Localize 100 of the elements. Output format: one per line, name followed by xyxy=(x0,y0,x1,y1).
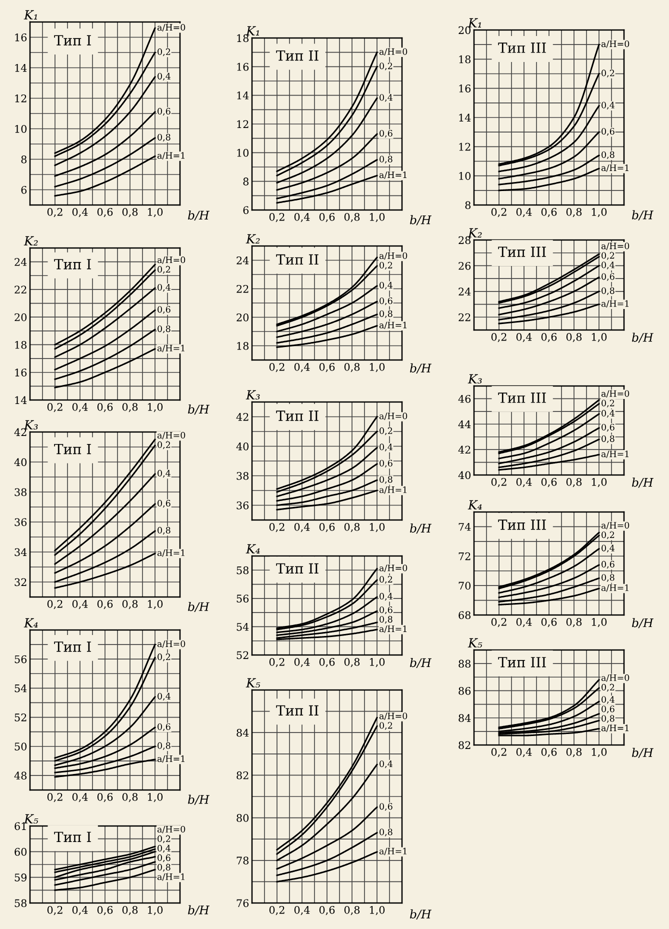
y-tick-label: 8 xyxy=(243,178,249,186)
series-label: 0,6 xyxy=(158,723,170,732)
y-tick-label: 10 xyxy=(237,148,249,157)
x-tick-label: 0,8 xyxy=(122,402,138,412)
series-label: 0,8 xyxy=(602,151,614,160)
series-label: 0,2 xyxy=(602,531,614,540)
y-tick-label: 20 xyxy=(236,313,249,322)
y-tick-label: 80 xyxy=(236,814,249,822)
y-tick-label: 8 xyxy=(21,155,27,164)
chart-title: Тип II xyxy=(276,410,318,421)
series-label: 0,2 xyxy=(602,252,614,260)
x-tick-label: 0,4 xyxy=(516,478,532,488)
text: Тип II xyxy=(276,705,318,716)
y-axis-title: K₅ xyxy=(468,638,482,648)
series-label: 0,6 xyxy=(158,108,170,116)
series-label: a/H=0 xyxy=(379,48,408,56)
y-axis-title: K₄ xyxy=(468,500,482,510)
y-tick-label: 14 xyxy=(459,114,471,122)
y-axis-title: K₅ xyxy=(246,678,260,688)
x-tick-label: 0,8 xyxy=(344,658,360,668)
x-tick-label: 1,0 xyxy=(148,792,163,802)
y-tick-label: 16 xyxy=(237,62,249,71)
y-tick-label: 36 xyxy=(14,518,27,526)
y-tick-label: 42 xyxy=(458,446,470,454)
x-tick-label: 0,2 xyxy=(491,332,506,342)
series-label: 0,6 xyxy=(158,500,170,508)
series-label: 0,2 xyxy=(158,48,170,56)
series-label: 0,8 xyxy=(602,287,614,296)
y-tick-label: 40 xyxy=(458,471,471,480)
series-label: 0,4 xyxy=(380,760,392,768)
x-tick-label: 0,6 xyxy=(97,208,113,218)
chart-title: Тип III xyxy=(498,392,546,403)
y-tick-label: 60 xyxy=(14,848,27,856)
x-tick-label: 0,4 xyxy=(294,522,310,532)
x-tick-label: 0,4 xyxy=(294,362,310,372)
x-tick-label: 0,6 xyxy=(541,332,557,342)
series-label: 0,4 xyxy=(380,94,392,102)
x-tick-label: 1,0 xyxy=(592,332,607,342)
series-label: 0,8 xyxy=(158,134,170,142)
series-label: a/H=0 xyxy=(601,674,630,682)
series-label: a/H=1 xyxy=(379,486,406,494)
series-label: 0,4 xyxy=(380,592,392,601)
x-tick-label: 0,4 xyxy=(516,748,532,758)
series-label: 0,2 xyxy=(380,262,392,270)
y-axis-title: K₃ xyxy=(246,390,260,400)
y-axis-title: K₄ xyxy=(24,618,38,628)
y-tick-label: 44 xyxy=(458,420,471,428)
y-tick-label: 88 xyxy=(458,660,471,668)
x-tick-label: 0,2 xyxy=(47,906,62,916)
x-tick-label: 0,8 xyxy=(122,208,138,218)
y-tick-label: 28 xyxy=(458,236,471,244)
series-label: a/H=1 xyxy=(157,152,184,160)
chart-title: Тип II xyxy=(276,254,318,265)
text: Тип II xyxy=(276,50,318,61)
x-tick-label: 0,6 xyxy=(541,208,557,218)
text: Тип I xyxy=(54,259,91,270)
x-tick-label: 0,2 xyxy=(269,212,284,222)
series-label: 0,6 xyxy=(380,130,392,138)
series-label: 0,6 xyxy=(602,424,614,432)
y-axis-title: K₂ xyxy=(468,228,482,238)
x-tick-label: 0,8 xyxy=(122,600,138,610)
y-tick-label: 54 xyxy=(14,684,27,692)
series-label: 0,2 xyxy=(158,441,170,450)
y-tick-label: 14 xyxy=(237,92,249,100)
y-tick-label: 18 xyxy=(237,342,249,350)
y-tick-label: 24 xyxy=(236,256,249,264)
y-tick-label: 26 xyxy=(458,262,471,270)
x-tick-label: 0,6 xyxy=(541,618,557,628)
y-tick-label: 24 xyxy=(458,288,471,296)
y-tick-label: 68 xyxy=(458,611,471,620)
y-tick-label: 8 xyxy=(465,201,471,210)
x-tick-label: 0,8 xyxy=(566,618,582,628)
x-tick-label: 0,8 xyxy=(566,208,582,218)
series-label: 0,8 xyxy=(602,715,614,723)
y-tick-label: 34 xyxy=(14,548,27,556)
series-label: a/H=0 xyxy=(601,390,630,398)
x-tick-label: 0,2 xyxy=(47,208,62,218)
y-tick-label: 42 xyxy=(236,412,248,421)
series-label: a/H=1 xyxy=(157,549,184,557)
y-tick-label: 10 xyxy=(15,124,27,133)
x-tick-label: 1,0 xyxy=(148,906,163,916)
x-tick-label: 0,4 xyxy=(294,658,310,668)
chart-title: Тип III xyxy=(498,657,546,668)
y-axis-title: K₂ xyxy=(246,234,260,244)
y-tick-label: 70 xyxy=(458,582,471,590)
series-label: 0,6 xyxy=(158,854,170,862)
x-tick-label: 0,6 xyxy=(319,362,335,372)
y-tick-label: 16 xyxy=(459,84,471,92)
series-label: a/H=0 xyxy=(379,412,408,420)
chart-title: Тип II xyxy=(276,563,318,574)
series-label: 0,8 xyxy=(380,156,392,164)
series-label: a/H=1 xyxy=(379,848,406,856)
x-tick-label: 0,8 xyxy=(344,906,360,916)
x-tick-label: 0,2 xyxy=(47,402,62,412)
x-axis-title: b/H xyxy=(188,210,210,221)
series-label: 0,4 xyxy=(602,696,614,704)
x-tick-label: 0,8 xyxy=(344,212,360,222)
x-tick-label: 0,8 xyxy=(566,748,582,758)
series-label: 0,6 xyxy=(158,306,170,314)
series-label: 0,6 xyxy=(380,460,392,468)
